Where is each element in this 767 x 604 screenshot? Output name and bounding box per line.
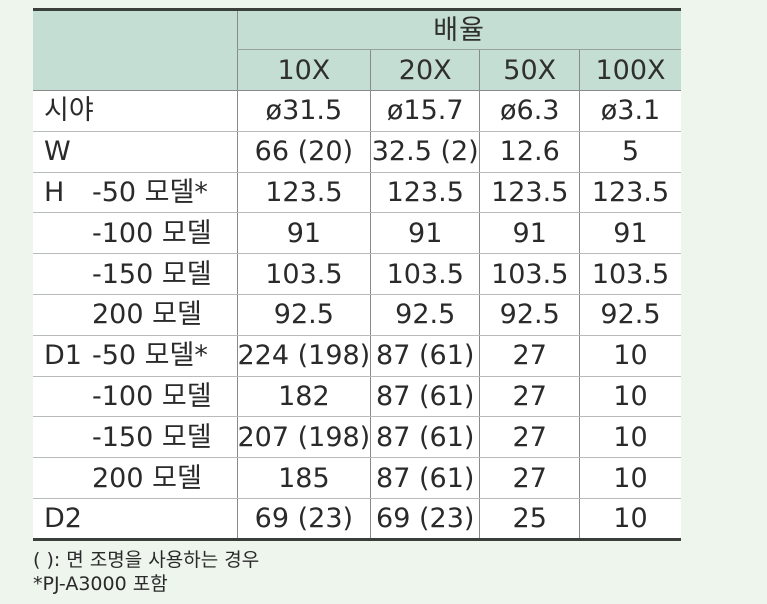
table-cell-20x: 69 (23) — [370, 498, 480, 540]
table-cell-100x: 10 — [579, 457, 681, 499]
row-label: -150 모델 — [33, 416, 237, 459]
table-row: -100 모델 91 91 91 91 — [33, 212, 681, 255]
table-cell-100x: 10 — [579, 416, 681, 459]
table-cell-50x: 27 — [479, 457, 580, 499]
table-row: 시야 ø31.5 ø15.7 ø6.3 ø3.1 — [33, 90, 681, 132]
table-cell-100x: 92.5 — [579, 294, 681, 336]
row-label: 200 모델 — [33, 457, 237, 499]
table-row: W 66 (20) 32.5 (2) 12.6 5 — [33, 131, 681, 173]
row-label-main: D1 — [44, 340, 82, 372]
table-cell-100x: 10 — [579, 498, 681, 540]
header-row-magnification: 배율 — [33, 9, 681, 91]
table-cell-10x: ø31.5 — [236, 90, 371, 132]
row-label-sub: -50 모델* — [92, 176, 208, 208]
row-label-sub: -50 모델* — [92, 340, 208, 372]
row-label: 200 모델 — [33, 294, 237, 336]
table-cell-10x: 185 — [236, 457, 371, 499]
table-cell-50x: 27 — [479, 376, 580, 418]
row-label-main: 시야 — [44, 95, 94, 127]
table-cell-20x: 32.5 (2) — [370, 131, 480, 173]
column-header-50x: 50X — [479, 49, 580, 91]
table-cell-20x: 87 (61) — [370, 416, 480, 459]
table-cell-50x: 27 — [479, 416, 580, 459]
row-label: 시야 — [33, 90, 237, 132]
row-label: D1 -50 모델* — [33, 335, 237, 377]
table-cell-50x: 123.5 — [479, 172, 580, 214]
table-cell-20x: ø15.7 — [370, 90, 480, 132]
table-cell-20x: 87 (61) — [370, 335, 480, 377]
table-row: D1 -50 모델* 224 (198) 87 (61) 27 10 — [33, 335, 681, 377]
column-header-20x: 20X — [370, 49, 480, 91]
row-label: -100 모델 — [33, 212, 237, 255]
header-corner — [33, 9, 237, 91]
table-cell-20x: 103.5 — [370, 253, 480, 295]
table-cell-50x: 27 — [479, 335, 580, 377]
table-cell-50x: 91 — [479, 212, 580, 255]
magnification-title: 배율 — [236, 9, 681, 50]
row-label-sub: -100 모델 — [92, 217, 212, 249]
table-cell-10x: 224 (198) — [236, 335, 371, 377]
table-cell-100x: 103.5 — [579, 253, 681, 295]
table-cell-50x: ø6.3 — [479, 90, 580, 132]
table-cell-20x: 92.5 — [370, 294, 480, 336]
table-row: H -50 모델* 123.5 123.5 123.5 123.5 — [33, 172, 681, 214]
table-cell-10x: 123.5 — [236, 172, 371, 214]
row-label: W — [33, 131, 237, 173]
row-label: H -50 모델* — [33, 172, 237, 214]
table-cell-100x: 123.5 — [579, 172, 681, 214]
row-label: D2 — [33, 498, 237, 540]
table-cell-100x: 91 — [579, 212, 681, 255]
table-cell-10x: 91 — [236, 212, 371, 255]
row-label-sub: -100 모델 — [92, 380, 212, 412]
table-cell-10x: 207 (198) — [236, 416, 371, 459]
row-label: -150 모델 — [33, 253, 237, 295]
footnotes: ( ): 면 조명을 사용하는 경우 *PJ-A3000 포함 — [33, 548, 259, 596]
column-header-10x: 10X — [236, 49, 371, 91]
table-cell-10x: 66 (20) — [236, 131, 371, 173]
row-label-sub: -150 모델 — [92, 258, 212, 290]
table-cell-10x: 92.5 — [236, 294, 371, 336]
table-cell-100x: ø3.1 — [579, 90, 681, 132]
table-cell-20x: 91 — [370, 212, 480, 255]
column-header-100x: 100X — [579, 49, 681, 91]
table-row: 200 모델 185 87 (61) 27 10 — [33, 457, 681, 499]
table-header: 배율 10X 20X 50X 100X — [33, 9, 681, 91]
footnote-surface-illumination: ( ): 면 조명을 사용하는 경우 — [33, 549, 260, 571]
table-row: -100 모델 182 87 (61) 27 10 — [33, 376, 681, 418]
spec-table: 배율 10X 20X 50X 100X 시야 ø31.5 ø15.7 ø6.3 ø3.1… — [33, 8, 681, 541]
table-cell-10x: 103.5 — [236, 253, 371, 295]
header-row-columns: 10X 20X 50X 100X — [33, 49, 681, 91]
row-label-main: W — [44, 136, 71, 168]
table-cell-50x: 92.5 — [479, 294, 580, 336]
row-label-main: H — [44, 176, 65, 208]
table-cell-10x: 69 (23) — [236, 498, 371, 540]
table-cell-50x: 103.5 — [479, 253, 580, 295]
table-cell-20x: 87 (61) — [370, 376, 480, 418]
row-label-sub: 200 모델 — [92, 299, 202, 331]
row-label: -100 모델 — [33, 376, 237, 418]
table-row: D2 69 (23) 69 (23) 25 10 — [33, 498, 681, 540]
table-row: -150 모델 103.5 103.5 103.5 103.5 — [33, 253, 681, 295]
table-cell-100x: 5 — [579, 131, 681, 173]
table-cell-100x: 10 — [579, 335, 681, 377]
table-cell-100x: 10 — [579, 376, 681, 418]
row-label-sub: -150 모델 — [92, 421, 212, 453]
table-cell-20x: 87 (61) — [370, 457, 480, 499]
table-row: -150 모델 207 (198) 87 (61) 27 10 — [33, 416, 681, 459]
row-label-sub: 200 모델 — [92, 462, 202, 494]
table-row: 200 모델 92.5 92.5 92.5 92.5 — [33, 294, 681, 336]
footnote-included-model: *PJ-A3000 포함 — [33, 573, 168, 595]
table-body: 시야 ø31.5 ø15.7 ø6.3 ø3.1 W 66 (20) 32.5 (2) 12.6… — [33, 90, 681, 540]
table-cell-10x: 182 — [236, 376, 371, 418]
table-cell-20x: 123.5 — [370, 172, 480, 214]
table-cell-50x: 12.6 — [479, 131, 580, 173]
table-cell-50x: 25 — [479, 498, 580, 540]
row-label-main: D2 — [44, 502, 82, 534]
